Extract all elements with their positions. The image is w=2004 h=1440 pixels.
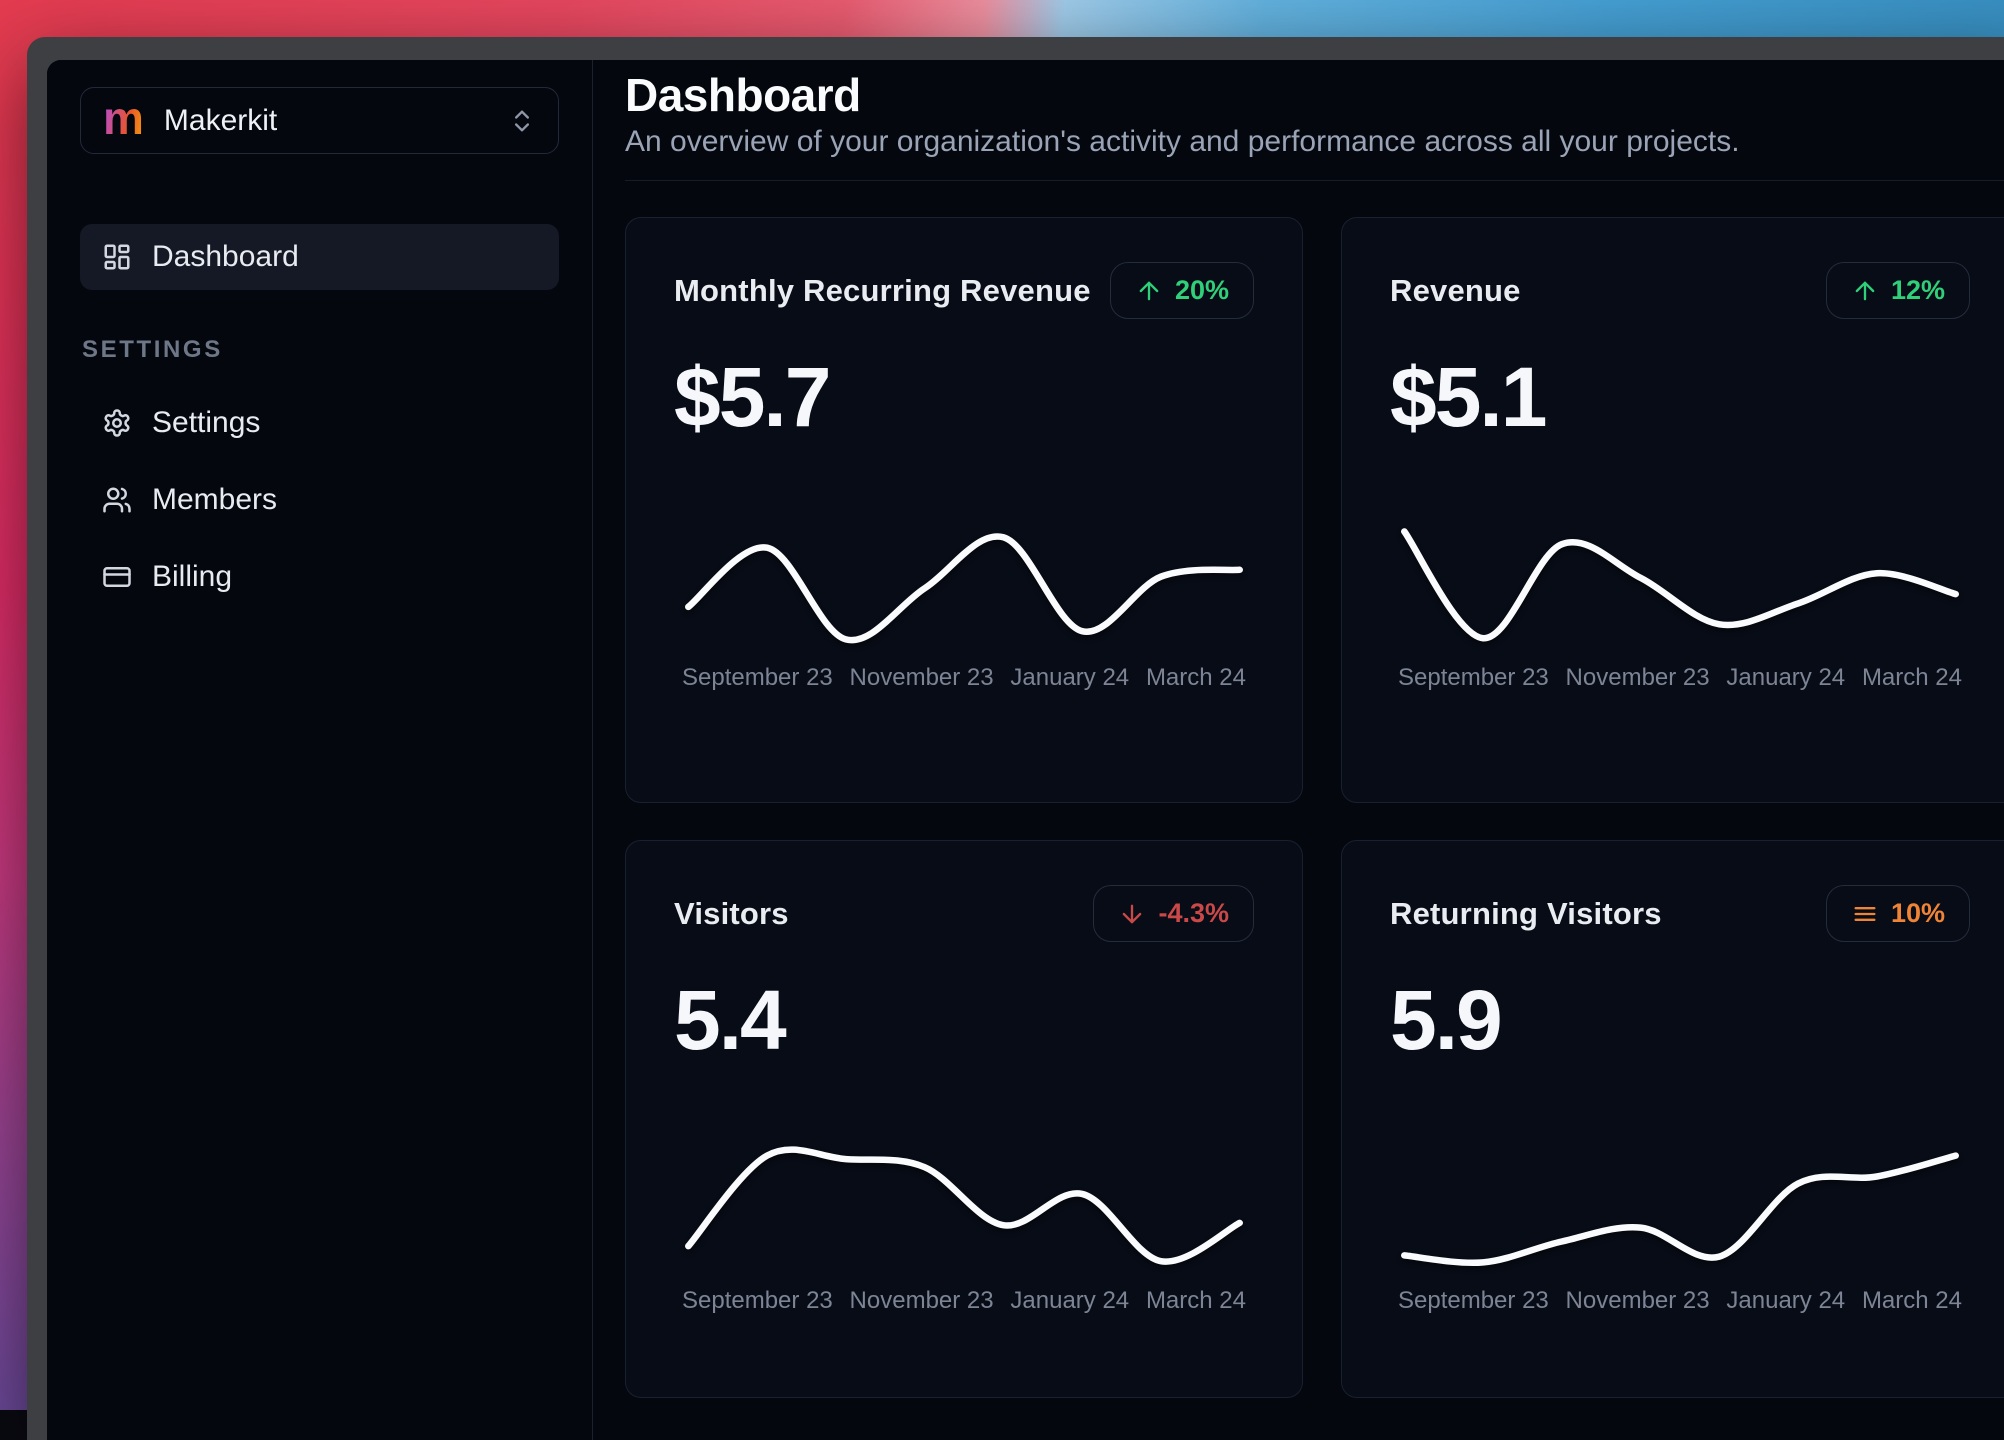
page-header: Dashboard An overview of your organizati… xyxy=(625,70,2004,181)
sidebar-item-label: Billing xyxy=(152,560,233,593)
sparkline-chart: September 23 November 23 January 24 Marc… xyxy=(674,518,1254,692)
app-window: m Makerkit Dashboard SETTINGS xyxy=(27,37,2004,1440)
workspace-name: Makerkit xyxy=(163,103,278,137)
sparkline-chart: September 23 November 23 January 24 Marc… xyxy=(1390,518,1970,692)
sidebar-item-label: Members xyxy=(152,483,278,516)
main-content: Dashboard An overview of your organizati… xyxy=(593,60,2004,1440)
trend-badge: 12% xyxy=(1825,262,1970,319)
x-axis-tick-labels: September 23 November 23 January 24 Marc… xyxy=(1398,664,1962,691)
gear-icon xyxy=(102,408,132,438)
trend-down-arrow-icon xyxy=(1118,900,1146,928)
card-title: Monthly Recurring Revenue xyxy=(674,272,1091,308)
layout-dashboard-icon xyxy=(102,242,132,272)
page-title: Dashboard xyxy=(625,69,861,121)
sidebar-item-settings[interactable]: Settings xyxy=(80,392,559,454)
metric-value: $5.7 xyxy=(674,350,832,444)
sidebar-settings-group: Settings Members xyxy=(80,392,559,608)
trend-badge: 20% xyxy=(1109,262,1254,319)
x-axis-tick-labels: September 23 November 23 January 24 Marc… xyxy=(1398,1287,1962,1314)
metric-value: $5.1 xyxy=(1390,350,1548,444)
credit-card-icon xyxy=(102,562,132,592)
trend-badge: -4.3% xyxy=(1093,885,1254,942)
trend-badge: 10% xyxy=(1825,885,1970,942)
sparkline-chart: September 23 November 23 January 24 Marc… xyxy=(1390,1141,1970,1315)
users-icon xyxy=(102,485,132,515)
sidebar-item-label: Dashboard xyxy=(152,240,299,273)
chevrons-up-down-icon xyxy=(508,107,536,135)
x-axis-tick-labels: September 23 November 23 January 24 Marc… xyxy=(682,1287,1246,1314)
sidebar-item-dashboard[interactable]: Dashboard xyxy=(80,224,559,290)
makerkit-logo: m xyxy=(103,91,144,144)
x-axis-tick-labels: September 23 November 23 January 24 Marc… xyxy=(682,664,1246,691)
card-revenue: Revenue 12% $5.1 xyxy=(1341,217,2004,803)
trend-badge-value: 10% xyxy=(1890,898,1945,928)
trend-up-arrow-icon xyxy=(1851,277,1879,305)
card-title: Visitors xyxy=(674,895,789,931)
metric-value: 5.9 xyxy=(1390,973,1503,1067)
sidebar-item-label: Settings xyxy=(152,406,261,439)
sidebar-item-members[interactable]: Members xyxy=(80,469,559,531)
card-visitors: Visitors -4.3% 5.4 xyxy=(625,840,1303,1398)
metric-cards-grid: Monthly Recurring Revenue 20% $5.7 xyxy=(625,217,2004,1398)
sidebar-item-billing[interactable]: Billing xyxy=(80,546,559,608)
trend-flat-icon xyxy=(1851,900,1879,928)
card-returning-visitors: Returning Visitors 10% 5.9 xyxy=(1341,840,2004,1398)
card-title: Revenue xyxy=(1390,272,1521,308)
sidebar: m Makerkit Dashboard SETTINGS xyxy=(47,60,593,1440)
trend-badge-value: -4.3% xyxy=(1158,898,1229,928)
metric-value: 5.4 xyxy=(674,973,787,1067)
trend-badge-value: 20% xyxy=(1174,275,1229,305)
trend-up-arrow-icon xyxy=(1135,277,1163,305)
trend-badge-value: 12% xyxy=(1890,275,1945,305)
sidebar-section-settings-label: SETTINGS xyxy=(82,336,223,363)
card-title: Returning Visitors xyxy=(1390,895,1662,931)
page-subtitle: An overview of your organization's activ… xyxy=(625,125,1740,158)
workspace-selector[interactable]: m Makerkit xyxy=(80,87,559,154)
app-content: m Makerkit Dashboard SETTINGS xyxy=(47,60,2004,1440)
card-monthly-recurring-revenue: Monthly Recurring Revenue 20% $5.7 xyxy=(625,217,1303,803)
sparkline-chart: September 23 November 23 January 24 Marc… xyxy=(674,1141,1254,1315)
window-titlebar[interactable] xyxy=(27,37,2004,60)
